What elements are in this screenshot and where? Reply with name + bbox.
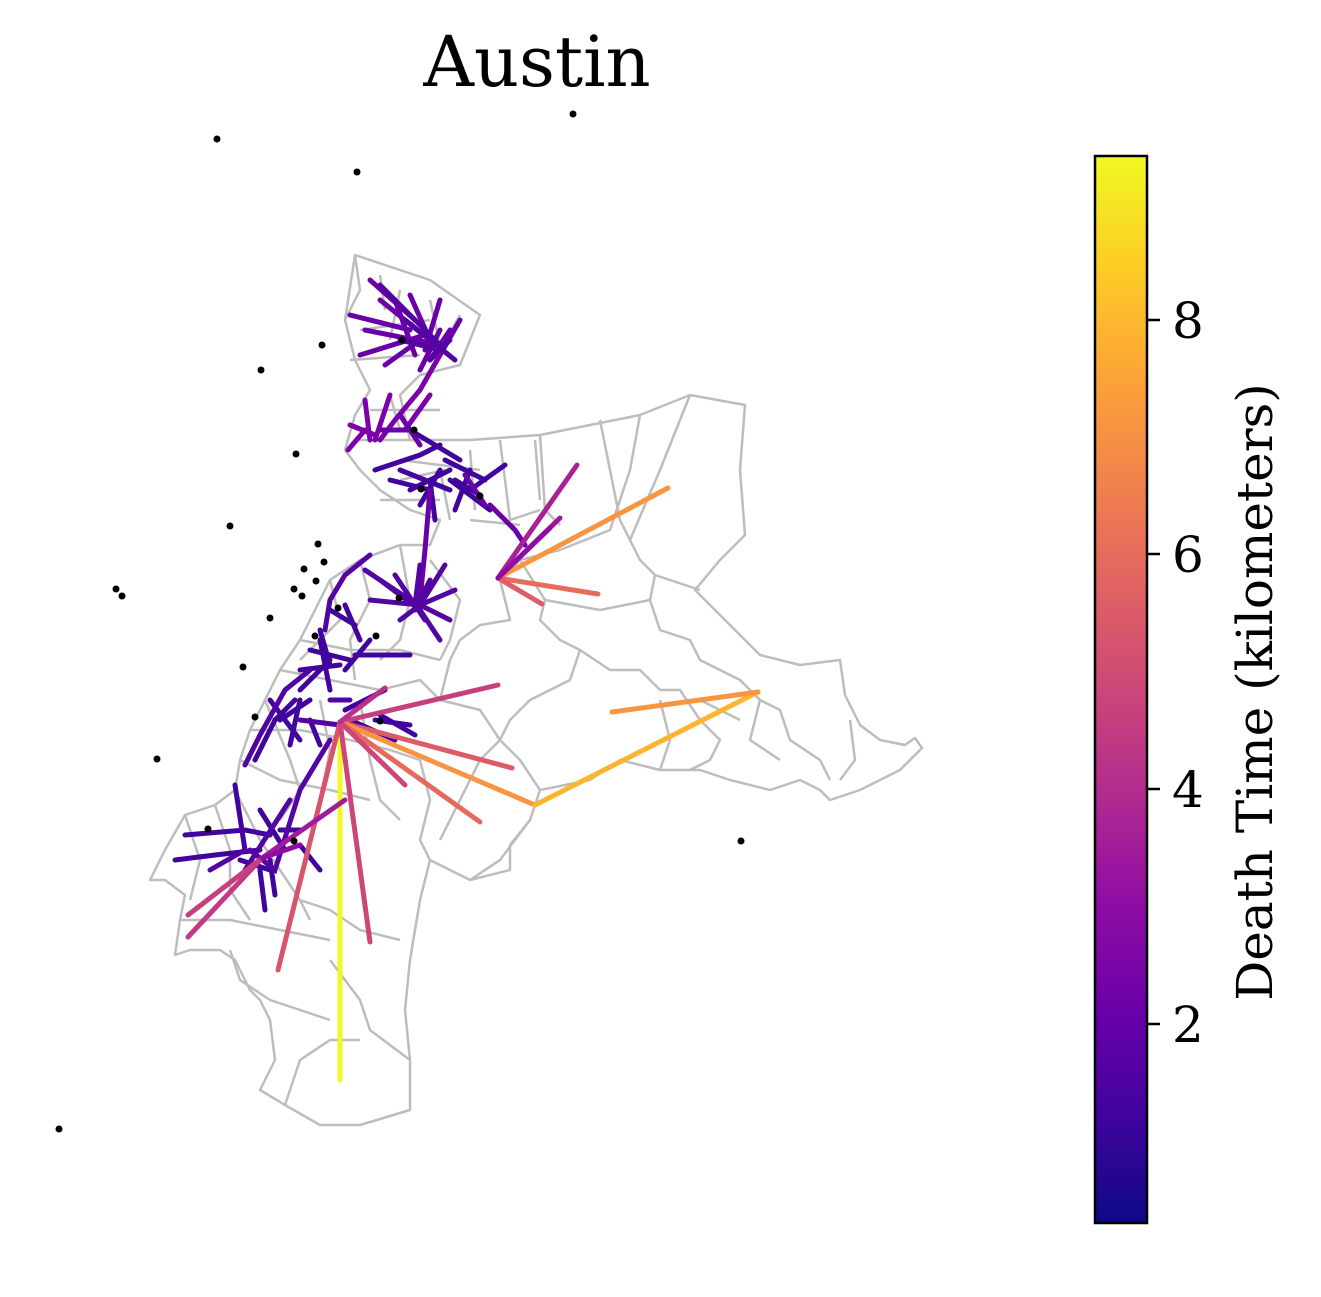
edges-local	[172, 277, 528, 913]
colorbar-label: Death Time (kilometers)	[1226, 383, 1284, 1001]
colorbar-tick-label: 6	[1172, 526, 1204, 584]
chart-title: Austin	[422, 21, 650, 103]
colorbar-tick-label: 8	[1172, 292, 1204, 350]
tract-outlines	[148, 253, 924, 1127]
colorbar: 2 4 6 8 Death Time (kilometers)	[1093, 154, 1284, 1225]
colorbar-tick-label: 2	[1172, 996, 1204, 1054]
colorbar-gradient	[1093, 154, 1149, 1225]
points	[55, 110, 745, 1133]
edges-hub	[185, 462, 761, 1083]
colorbar-ticks: 2 4 6 8	[1147, 292, 1204, 1054]
colorbar-tick-label: 4	[1172, 761, 1204, 819]
